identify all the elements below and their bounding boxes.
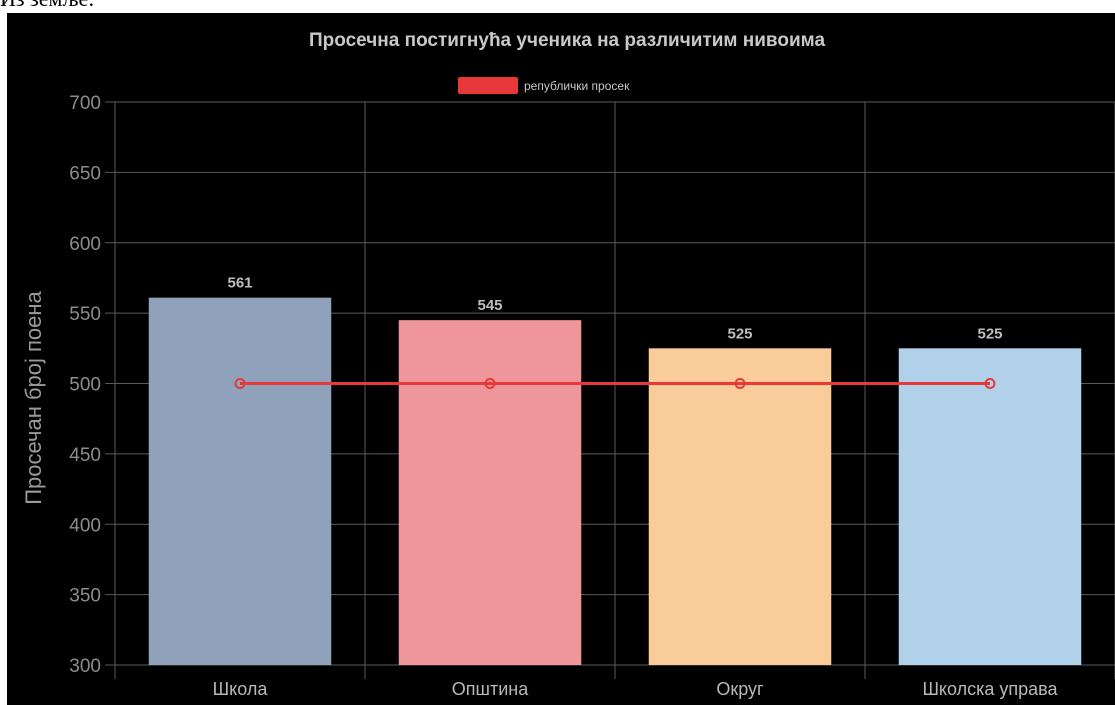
y-axis-label: Просечан број поена: [21, 290, 46, 504]
bar-value-label: 525: [977, 325, 1002, 342]
x-tick-label: Округ: [716, 679, 764, 699]
x-axis-ticks: Школа Општина Округ Школска управа: [213, 679, 1059, 699]
x-tick-label: Школа: [213, 679, 269, 699]
legend: републички просек: [458, 77, 630, 94]
y-tick-label: 350: [69, 586, 101, 607]
bar-4: [898, 348, 1082, 665]
average-line-series: [234, 378, 996, 389]
y-tick-label: 300: [69, 656, 101, 677]
y-tick-label: 550: [69, 304, 101, 325]
bar-chart: Просечна постигнућа ученика на различити…: [21, 30, 1115, 699]
bar-2: [398, 320, 582, 665]
average-point: [234, 378, 246, 389]
y-tick-label: 600: [69, 234, 101, 255]
average-point: [734, 378, 746, 389]
bars: [148, 297, 1082, 665]
y-axis-ticks: 300 350 400 450 500 550 600 650 700: [69, 93, 101, 677]
x-tick-label: Општина: [452, 679, 529, 699]
y-tick-label: 450: [69, 445, 101, 466]
legend-swatch: [458, 77, 518, 94]
bar-value-label: 561: [227, 275, 252, 292]
y-tick-label: 400: [69, 515, 101, 536]
chart-title: Просечна постигнућа ученика на различити…: [309, 30, 825, 51]
bar-value-label: 545: [477, 297, 502, 314]
legend-label: републички просек: [524, 79, 630, 93]
bar-value-label: 525: [727, 325, 752, 342]
average-point: [984, 378, 996, 389]
page-caption: Из земље:: [0, 0, 94, 12]
bar-value-labels: 561 545 525 525: [227, 275, 1002, 343]
y-tick-label: 500: [69, 375, 101, 396]
y-tick-label: 650: [69, 163, 101, 184]
x-tick-label: Школска управа: [922, 679, 1058, 699]
bar-1: [148, 297, 332, 665]
bar-3: [648, 348, 832, 665]
chart-panel: Просечна постигнућа ученика на различити…: [7, 13, 1115, 705]
average-point: [484, 378, 496, 389]
y-tick-label: 700: [69, 93, 101, 114]
